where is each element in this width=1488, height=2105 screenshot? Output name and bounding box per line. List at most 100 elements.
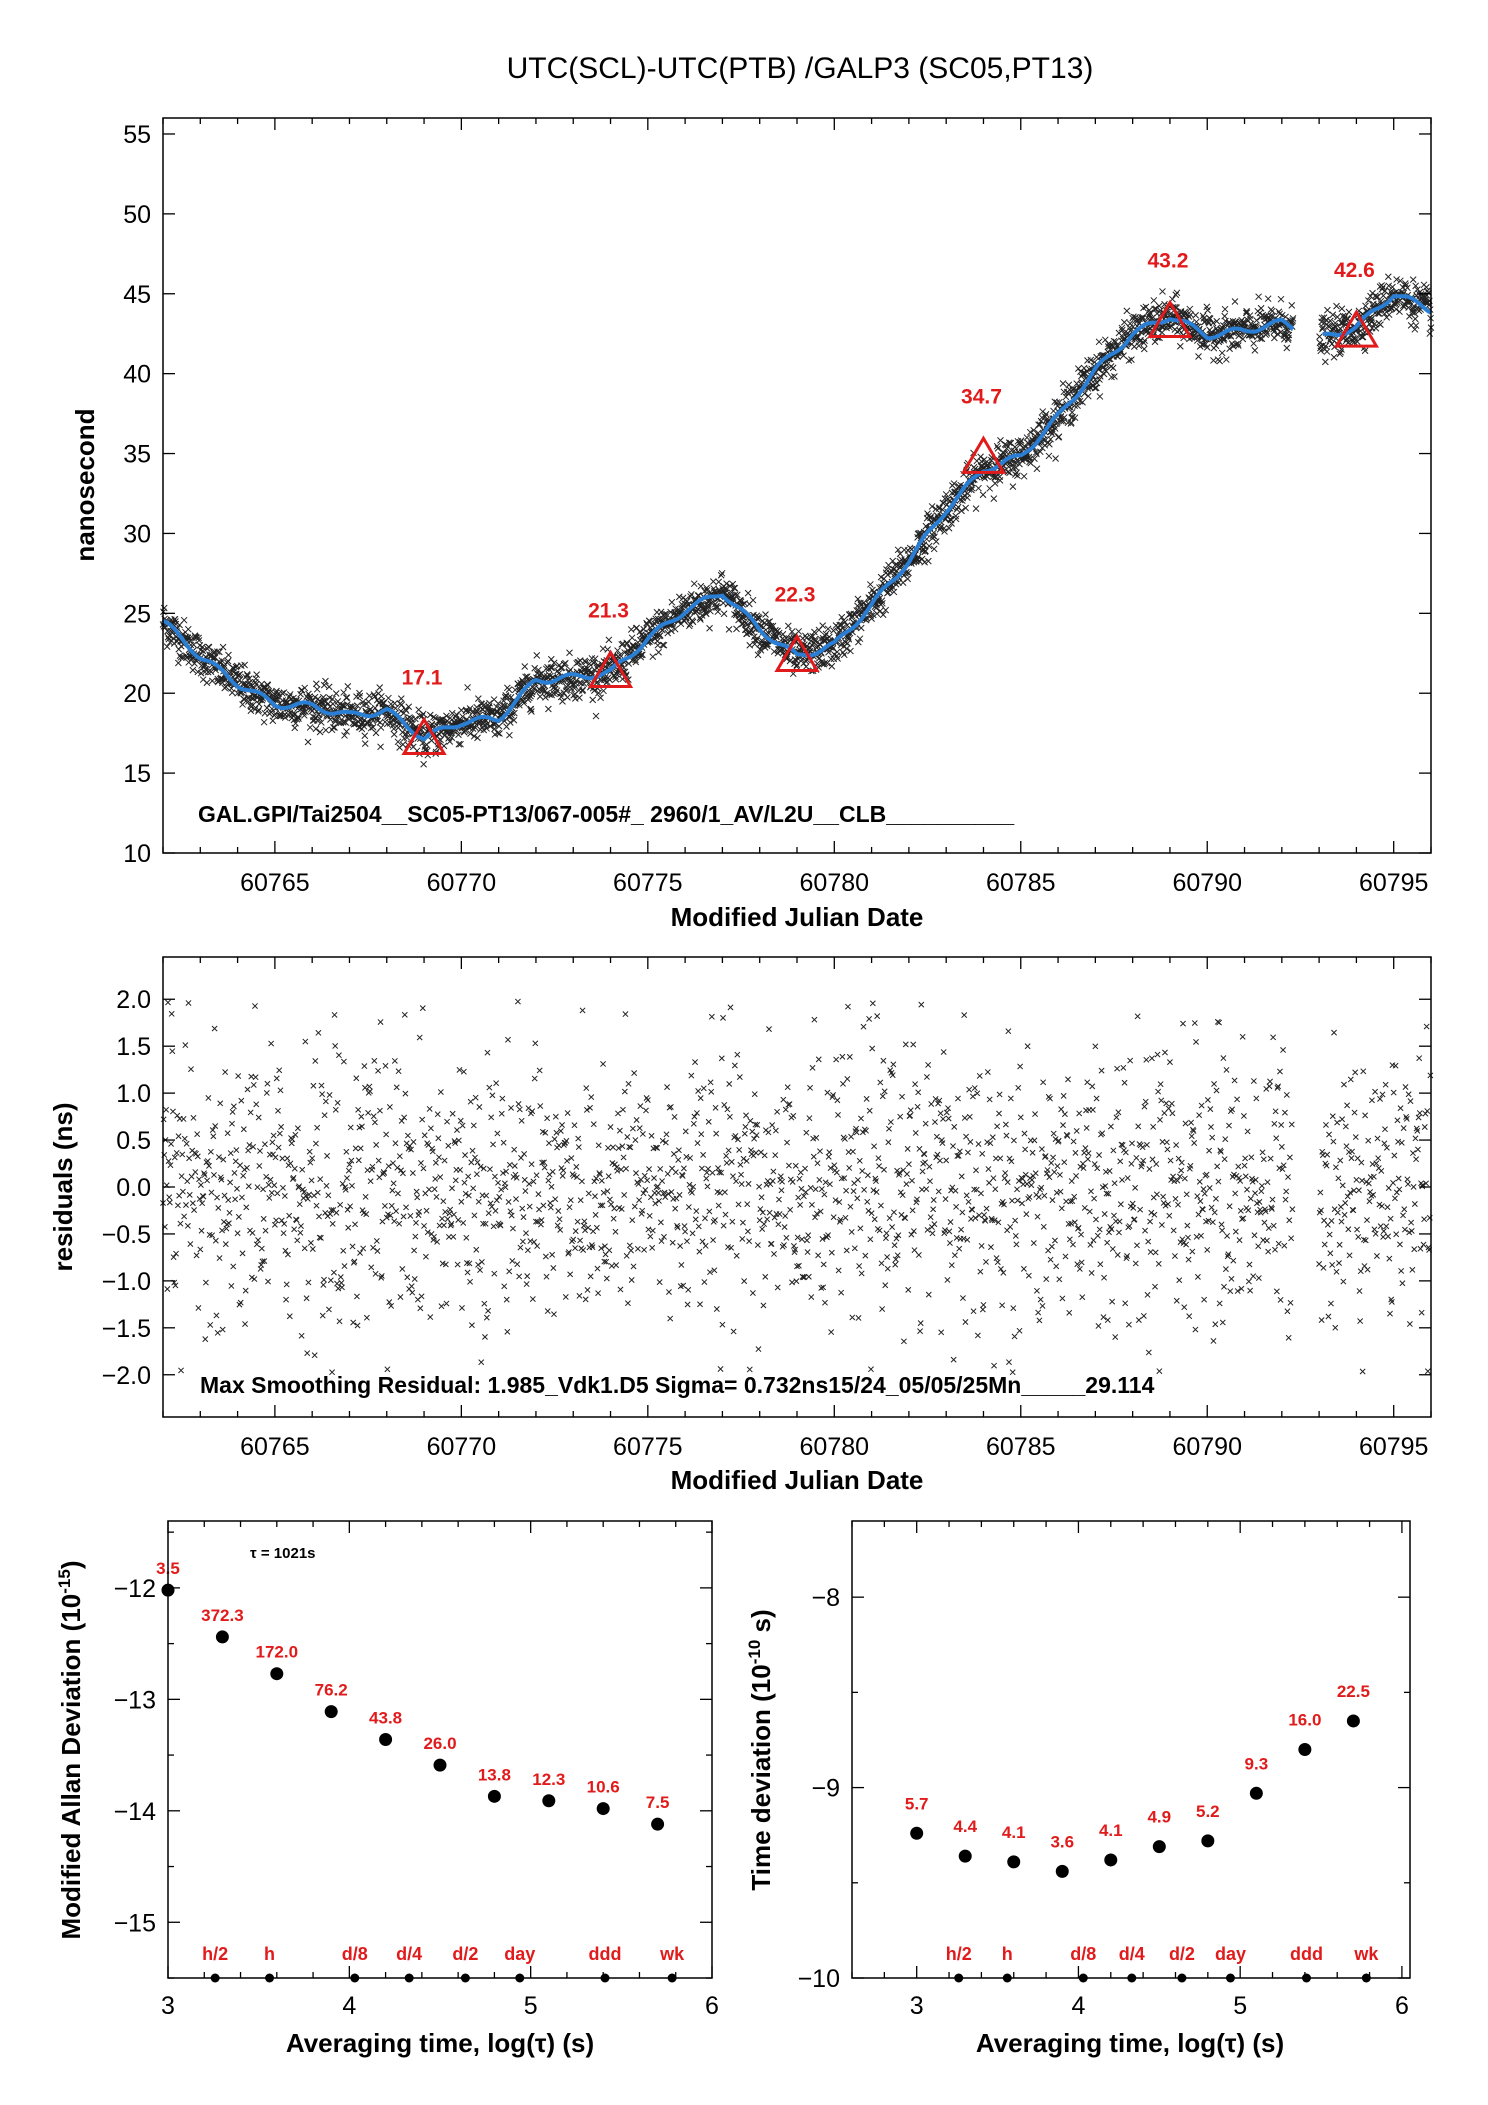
residual-point [1111,1180,1118,1187]
measurement-point [1093,353,1100,361]
residual-point [1185,1234,1191,1241]
residual-point [1247,1287,1254,1294]
residual-point [357,1145,364,1152]
residual-point [1053,1189,1060,1196]
residual-point [756,1183,763,1190]
residual-point [915,1252,922,1258]
measurement-point [322,677,329,685]
residual-point [594,1265,601,1272]
residual-point [1016,1327,1023,1334]
residual-point [397,1294,404,1300]
residual-point [689,1189,695,1196]
residual-point [759,1226,766,1232]
residual-point [1066,1236,1073,1243]
residual-point [999,1302,1006,1309]
residual-point [404,1274,411,1281]
residual-point [1206,1185,1213,1191]
residual-point [798,1185,805,1192]
residual-point [925,1061,932,1068]
residual-point [856,1263,863,1270]
residual-point [966,1113,973,1120]
residual-point [1061,1111,1068,1118]
x-tick-label: 60770 [427,869,497,897]
residual-point [1012,1217,1019,1224]
residual-point [173,1250,180,1257]
residual-point [701,1279,708,1286]
residual-point [392,1140,399,1147]
residual-point [1167,1157,1174,1164]
measurement-point [1080,364,1088,372]
residual-point [613,1262,620,1269]
residual-point [1206,1147,1213,1154]
residual-point [272,1154,279,1161]
residual-point [1068,1178,1075,1185]
measurement-point [320,697,328,704]
residual-point [723,1152,730,1159]
residual-point [443,1300,450,1307]
x-tick-label: 60785 [986,869,1056,897]
residual-point [1009,1197,1016,1204]
residual-point [931,1221,938,1228]
residual-point [544,1115,551,1122]
residual-point [1106,1168,1113,1174]
residual-point [469,1147,476,1154]
residual-point [1102,1168,1109,1175]
residual-point [483,1314,490,1321]
residual-point [559,1122,566,1128]
residual-point [780,1096,787,1103]
residual-point [320,1281,327,1288]
measurement-point [1052,455,1059,462]
residual-point [817,1148,823,1155]
residual-point [174,1112,181,1119]
residual-point [409,1170,416,1177]
residual-point [447,1206,454,1213]
residual-point [245,1183,252,1190]
residual-point [362,1084,368,1091]
x-tick-label: 60775 [613,869,683,897]
residual-point [460,1068,467,1075]
residual-point [1339,1116,1346,1123]
residual-point [1336,1260,1342,1267]
residual-point [1056,1276,1063,1283]
residual-point [883,1230,890,1237]
residual-point [373,1238,380,1244]
residual-point [1175,1201,1181,1208]
residual-point [1091,1195,1098,1202]
residual-point [956,1245,963,1252]
residual-point [917,1320,924,1327]
measurement-point [709,578,717,585]
residual-point [820,1261,827,1268]
measurement-point [269,717,277,725]
residual-point [808,1201,815,1208]
residual-point [494,1130,501,1137]
residual-point [1229,1106,1236,1113]
residual-point [205,1095,212,1101]
residual-point [455,1137,462,1144]
measurement-point [718,569,726,577]
measurement-point [1140,345,1148,353]
residual-point [992,1186,999,1193]
residual-point [591,1178,598,1185]
residual-point [1088,1188,1094,1195]
residual-point [419,1005,426,1012]
residual-point [433,1193,440,1200]
residual-point [332,1042,339,1049]
residual-point [728,1158,735,1165]
residual-point [314,1124,321,1131]
measurement-point [199,647,207,655]
residual-point [391,1218,398,1225]
residual-point [978,1242,985,1249]
residual-point [1219,1227,1226,1234]
residual-point [173,1149,180,1156]
residual-point [755,1346,762,1353]
residual-point [1113,1114,1120,1121]
measurement-point [655,648,662,656]
residual-point [744,1201,751,1208]
residual-point [556,1216,563,1223]
smooth-fit-line [162,294,1433,742]
measurement-point [697,582,705,590]
residual-point [180,1116,187,1122]
residual-point [330,1269,337,1276]
measurement-point [420,760,427,768]
residual-point [1160,1193,1167,1200]
